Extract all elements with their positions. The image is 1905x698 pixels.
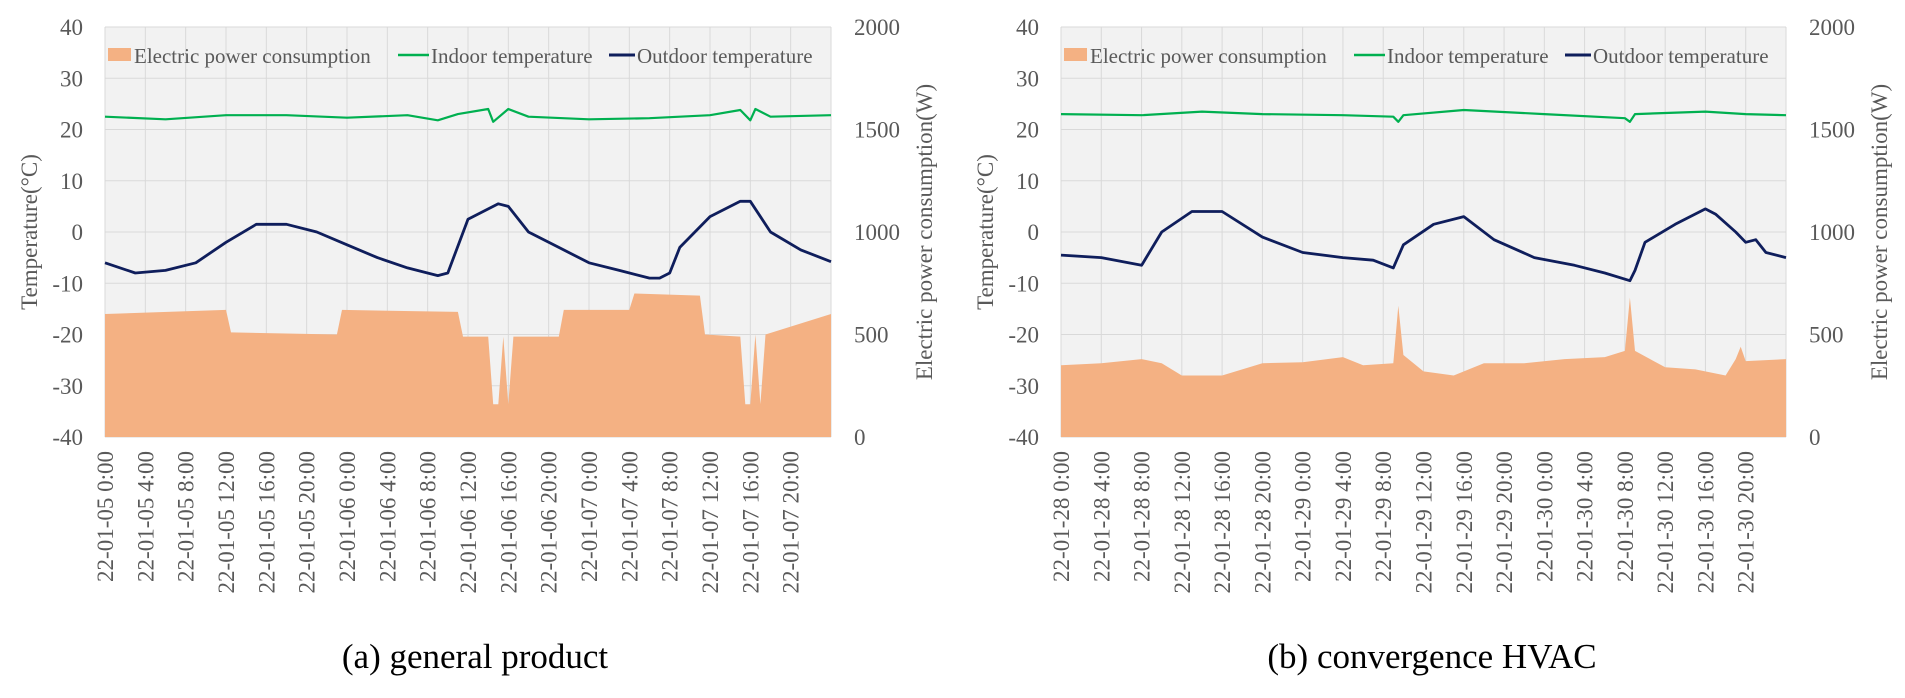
x-tick-label: 22-01-05 0:00 bbox=[93, 451, 118, 582]
series-indoor-temperature-line bbox=[104, 107, 832, 123]
legend: Electric power consumption Indoor tempera… bbox=[108, 44, 813, 68]
y-left-tick-label: -10 bbox=[1008, 271, 1039, 296]
x-tick-label: 22-01-30 0:00 bbox=[1532, 451, 1557, 582]
x-tick-label: 22-01-28 4:00 bbox=[1089, 451, 1114, 582]
series-outdoor-temperature-line bbox=[1060, 207, 1787, 283]
series-electric-power-area bbox=[1061, 297, 1786, 437]
x-tick-label: 22-01-28 0:00 bbox=[1049, 451, 1074, 582]
chart-panel-a: 40 30 20 10 0 -10 -20 -30 -40 2000 1500 1000 500 0 22-… bbox=[17, 15, 937, 676]
y-right-tick-label: 2000 bbox=[1809, 15, 1855, 40]
y-left-axis-title: Temperature(°C) bbox=[973, 154, 998, 310]
x-tick-label: 22-01-28 8:00 bbox=[1130, 451, 1155, 582]
x-tick-label: 22-01-06 8:00 bbox=[416, 451, 441, 582]
y-left-tick-label: 10 bbox=[60, 169, 83, 194]
x-tick-label: 22-01-06 0:00 bbox=[335, 451, 360, 582]
y-left-tick-label: 40 bbox=[60, 15, 83, 40]
x-tick-label: 22-01-05 4:00 bbox=[133, 451, 158, 582]
x-tick-label: 22-01-06 16:00 bbox=[496, 451, 521, 593]
y-left-tick-label: -30 bbox=[1008, 374, 1039, 399]
y-left-tick-label: 30 bbox=[60, 66, 83, 91]
x-tick-label: 22-01-29 20:00 bbox=[1492, 451, 1517, 593]
y-right-tick-label: 0 bbox=[854, 425, 866, 450]
panel-caption: (b) convergence HVAC bbox=[1267, 637, 1596, 676]
legend-outdoor-temperature-label: Outdoor temperature bbox=[637, 44, 813, 68]
y-right-tick-label: 1000 bbox=[1809, 220, 1855, 245]
y-left-tick-label: 0 bbox=[1028, 220, 1040, 245]
panel-caption: (a) general product bbox=[342, 637, 609, 676]
x-tick-label: 22-01-06 12:00 bbox=[456, 451, 481, 593]
x-tick-label: 22-01-29 4:00 bbox=[1331, 451, 1356, 582]
legend-outdoor-temperature-label: Outdoor temperature bbox=[1593, 44, 1769, 68]
x-tick-label: 22-01-29 12:00 bbox=[1412, 451, 1437, 593]
y-left-tick-label: -40 bbox=[52, 425, 83, 450]
y-left-axis-title: Temperature(°C) bbox=[17, 154, 42, 310]
x-tick-label: 22-01-29 16:00 bbox=[1452, 451, 1477, 593]
x-tick-label: 22-01-29 0:00 bbox=[1291, 451, 1316, 582]
legend-electric-power-label: Electric power consumption bbox=[1090, 44, 1327, 68]
x-tick-label: 22-01-07 20:00 bbox=[779, 451, 804, 593]
x-tick-label: 22-01-28 16:00 bbox=[1210, 451, 1235, 593]
series-outdoor-temperature-line bbox=[104, 199, 832, 280]
y-right-tick-label: 1500 bbox=[854, 118, 900, 143]
legend-electric-power-label: Electric power consumption bbox=[134, 44, 371, 68]
y-left-tick-label: -10 bbox=[52, 271, 83, 296]
chart-panel-b: 40 30 20 10 0 -10 -20 -30 -40 2000 1500 1000 500 0 22-… bbox=[973, 15, 1892, 676]
legend-power-swatch bbox=[108, 48, 131, 61]
x-tick-label: 22-01-30 8:00 bbox=[1613, 451, 1638, 582]
y-left-tick-label: 40 bbox=[1016, 15, 1039, 40]
y-left-tick-label: 20 bbox=[60, 118, 83, 143]
series-indoor-temperature-line bbox=[1060, 108, 1787, 123]
y-left-tick-label: 0 bbox=[72, 220, 84, 245]
x-tick-label: 22-01-05 16:00 bbox=[254, 451, 279, 593]
legend-indoor-temperature-label: Indoor temperature bbox=[431, 44, 593, 68]
y-left-tick-label: -40 bbox=[1008, 425, 1039, 450]
legend: Electric power consumption Indoor tempera… bbox=[1064, 44, 1769, 68]
y-right-tick-label: 2000 bbox=[854, 15, 900, 40]
y-right-tick-label: 1000 bbox=[854, 220, 900, 245]
y-left-tick-label: 30 bbox=[1016, 66, 1039, 91]
x-tick-label: 22-01-07 8:00 bbox=[658, 451, 683, 582]
legend-indoor-temperature-label: Indoor temperature bbox=[1387, 44, 1549, 68]
y-right-tick-label: 0 bbox=[1809, 425, 1821, 450]
y-left-tick-label: 10 bbox=[1016, 169, 1039, 194]
x-tick-label: 22-01-07 16:00 bbox=[738, 451, 763, 593]
x-tick-label: 22-01-30 12:00 bbox=[1653, 451, 1678, 593]
x-tick-label: 22-01-07 12:00 bbox=[698, 451, 723, 593]
x-tick-label: 22-01-07 0:00 bbox=[577, 451, 602, 582]
y-left-tick-label: -20 bbox=[1008, 323, 1039, 348]
y-left-tick-label: -30 bbox=[52, 374, 83, 399]
y-right-tick-label: 500 bbox=[1809, 323, 1844, 348]
x-tick-label: 22-01-05 20:00 bbox=[295, 451, 320, 593]
x-tick-label: 22-01-07 4:00 bbox=[617, 451, 642, 582]
x-tick-label: 22-01-28 12:00 bbox=[1170, 451, 1195, 593]
y-right-tick-label: 1500 bbox=[1809, 118, 1855, 143]
y-right-axis-title: Electric power consumption(W) bbox=[1867, 84, 1892, 380]
x-tick-label: 22-01-05 8:00 bbox=[174, 451, 199, 582]
y-right-axis-title: Electric power consumption(W) bbox=[912, 84, 937, 380]
y-right-tick-label: 500 bbox=[854, 323, 889, 348]
x-tick-label: 22-01-28 20:00 bbox=[1250, 451, 1275, 593]
x-tick-label: 22-01-06 20:00 bbox=[537, 451, 562, 593]
series-electric-power-area bbox=[105, 293, 831, 437]
x-tick-label: 22-01-05 12:00 bbox=[214, 451, 239, 593]
x-tick-label: 22-01-30 20:00 bbox=[1734, 451, 1759, 593]
x-tick-label: 22-01-06 4:00 bbox=[375, 451, 400, 582]
x-tick-label: 22-01-30 16:00 bbox=[1693, 451, 1718, 593]
legend-power-swatch bbox=[1064, 48, 1087, 61]
x-tick-label: 22-01-29 8:00 bbox=[1371, 451, 1396, 582]
y-left-tick-label: 20 bbox=[1016, 118, 1039, 143]
x-tick-label: 22-01-30 4:00 bbox=[1573, 451, 1598, 582]
y-left-tick-label: -20 bbox=[52, 323, 83, 348]
